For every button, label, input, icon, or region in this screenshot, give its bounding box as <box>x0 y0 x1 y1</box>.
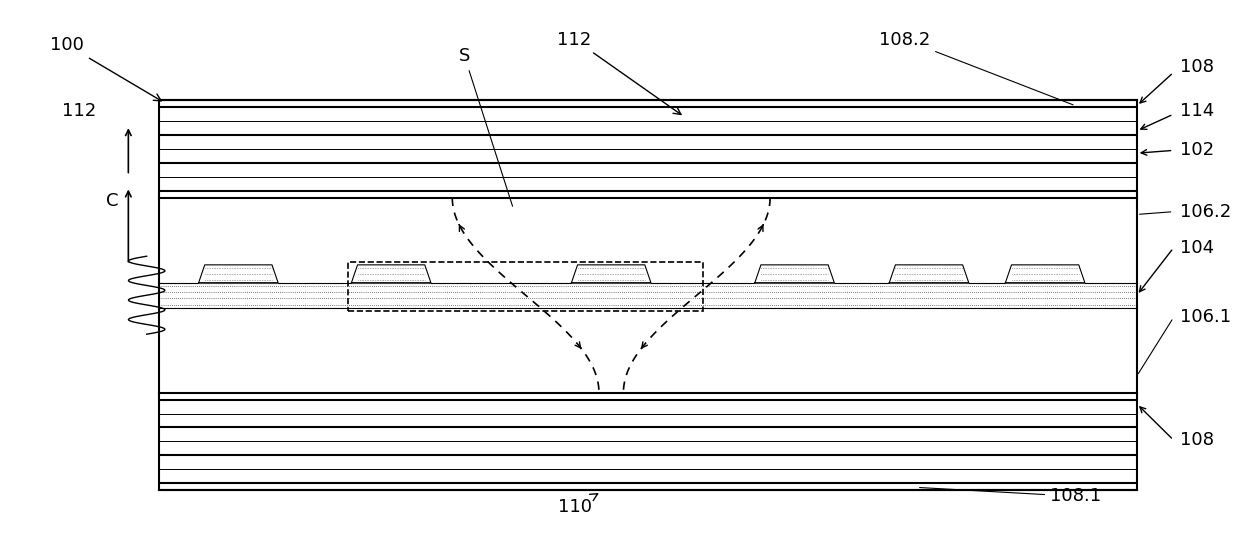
Polygon shape <box>351 265 430 283</box>
Polygon shape <box>572 265 651 283</box>
Text: C: C <box>107 192 119 209</box>
Polygon shape <box>198 265 278 283</box>
Text: 106.1: 106.1 <box>1179 309 1231 326</box>
Text: S: S <box>459 47 512 206</box>
Text: 108.1: 108.1 <box>920 487 1101 505</box>
Text: 112: 112 <box>558 31 681 115</box>
Text: 104: 104 <box>1179 239 1214 257</box>
Text: 108: 108 <box>1179 431 1214 449</box>
Text: 102: 102 <box>1179 141 1214 159</box>
Polygon shape <box>1006 265 1085 283</box>
Text: 108: 108 <box>1179 58 1214 76</box>
Polygon shape <box>755 265 835 283</box>
Text: 114: 114 <box>1179 102 1214 120</box>
Text: 106.2: 106.2 <box>1179 203 1231 221</box>
Bar <box>159 100 1137 490</box>
Polygon shape <box>889 265 968 283</box>
Text: 110: 110 <box>558 494 598 516</box>
Text: 112: 112 <box>62 102 97 120</box>
Text: 108.2: 108.2 <box>879 31 1073 105</box>
Text: 100: 100 <box>51 36 161 101</box>
Bar <box>348 262 703 311</box>
